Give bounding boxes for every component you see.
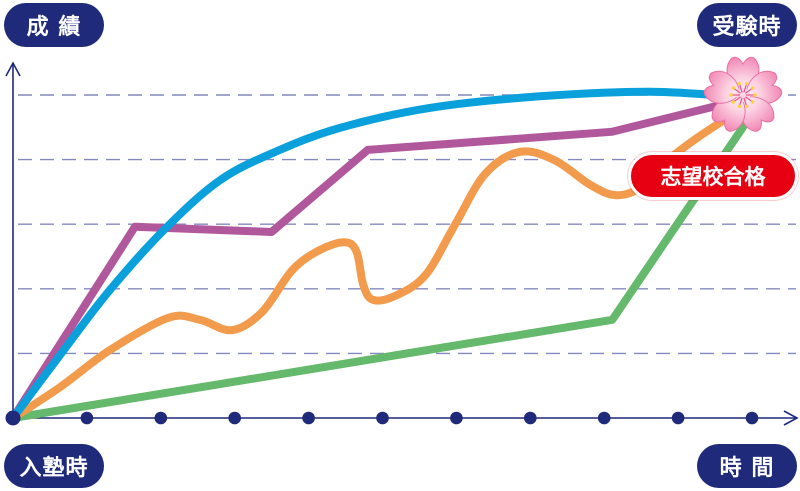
end-point-label: 受験時 [697, 3, 797, 47]
y-axis-arrow [5, 61, 21, 77]
blossom-stamens [729, 81, 757, 109]
cherry-blossom-icon [703, 56, 783, 132]
x-tick-dot [228, 411, 241, 425]
score-lines [9, 87, 749, 422]
x-tick-dot [745, 411, 759, 425]
x-tick-dot [597, 411, 611, 425]
origin-dot [5, 410, 21, 426]
x-tick-dot [376, 411, 389, 425]
score-line-3 [9, 96, 745, 422]
axes [5, 61, 799, 426]
blossom-petal [711, 96, 746, 132]
x-tick-dot [524, 411, 537, 425]
score-line-4 [9, 87, 745, 422]
blossom-center [736, 88, 750, 102]
x-tick-dot [450, 411, 463, 425]
x-tick-dot [671, 411, 685, 425]
x-tick-dot [154, 411, 168, 425]
x-axis-arrow [783, 410, 799, 426]
x-axis-ticks [5, 410, 759, 426]
x-tick-dot [80, 411, 94, 425]
blossom-petal [740, 96, 775, 132]
goal-badge: 志望校合格 [628, 152, 798, 200]
score-line-2 [9, 105, 745, 422]
x-axis-label: 時 間 [697, 444, 797, 488]
y-axis-label: 成 績 [4, 3, 104, 47]
x-tick-dot [302, 411, 315, 425]
start-point-label: 入塾時 [4, 444, 104, 488]
